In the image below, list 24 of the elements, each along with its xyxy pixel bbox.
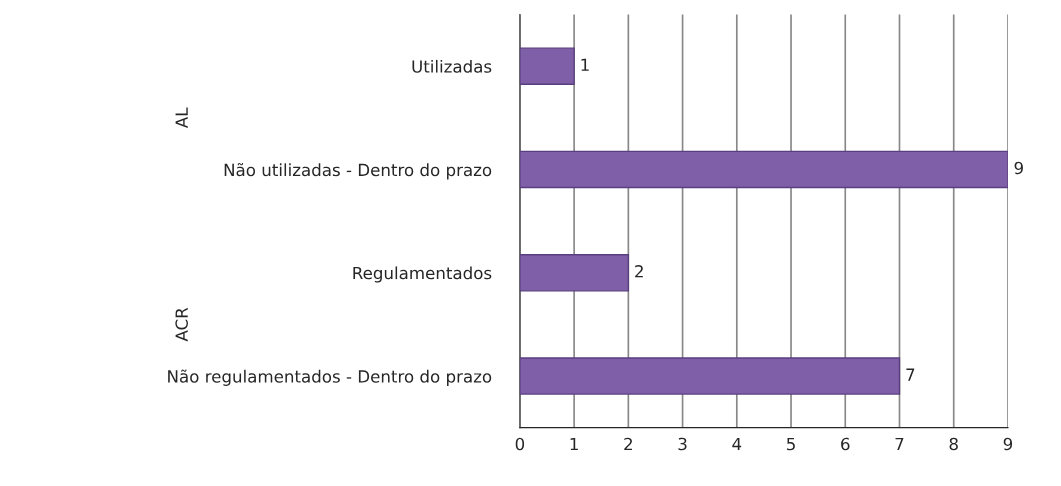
bar xyxy=(519,253,630,292)
data-label: 7 xyxy=(906,368,915,381)
x-tick-label: 8 xyxy=(949,437,958,451)
data-label: 2 xyxy=(635,265,643,278)
y-tick-label: Utilizadas xyxy=(412,59,492,73)
bar xyxy=(519,357,901,395)
x-tick-label: 3 xyxy=(678,437,687,451)
x-tick-label: 7 xyxy=(895,437,904,451)
text: AL xyxy=(175,107,188,129)
x-tick-label: 4 xyxy=(732,437,742,451)
text: ACR xyxy=(175,307,188,342)
data-label: 9 xyxy=(1014,161,1023,175)
bar xyxy=(519,150,1008,189)
y-tick-label: Não regulamentados - Dentro do prazo xyxy=(168,369,492,386)
x-tick-label: 5 xyxy=(787,437,795,451)
x-tick-label: 9 xyxy=(1003,437,1013,451)
y-tick-label: Não utilizadas - Dentro do prazo xyxy=(224,163,492,180)
y-tick-label: Regulamentados xyxy=(353,266,492,283)
bar xyxy=(519,47,575,85)
x-tick-label: 1 xyxy=(570,437,578,451)
data-label: 1 xyxy=(581,58,589,71)
x-tick-label: 6 xyxy=(841,437,850,451)
x-tick-label: 0 xyxy=(515,437,525,451)
x-tick-label: 2 xyxy=(624,437,632,451)
